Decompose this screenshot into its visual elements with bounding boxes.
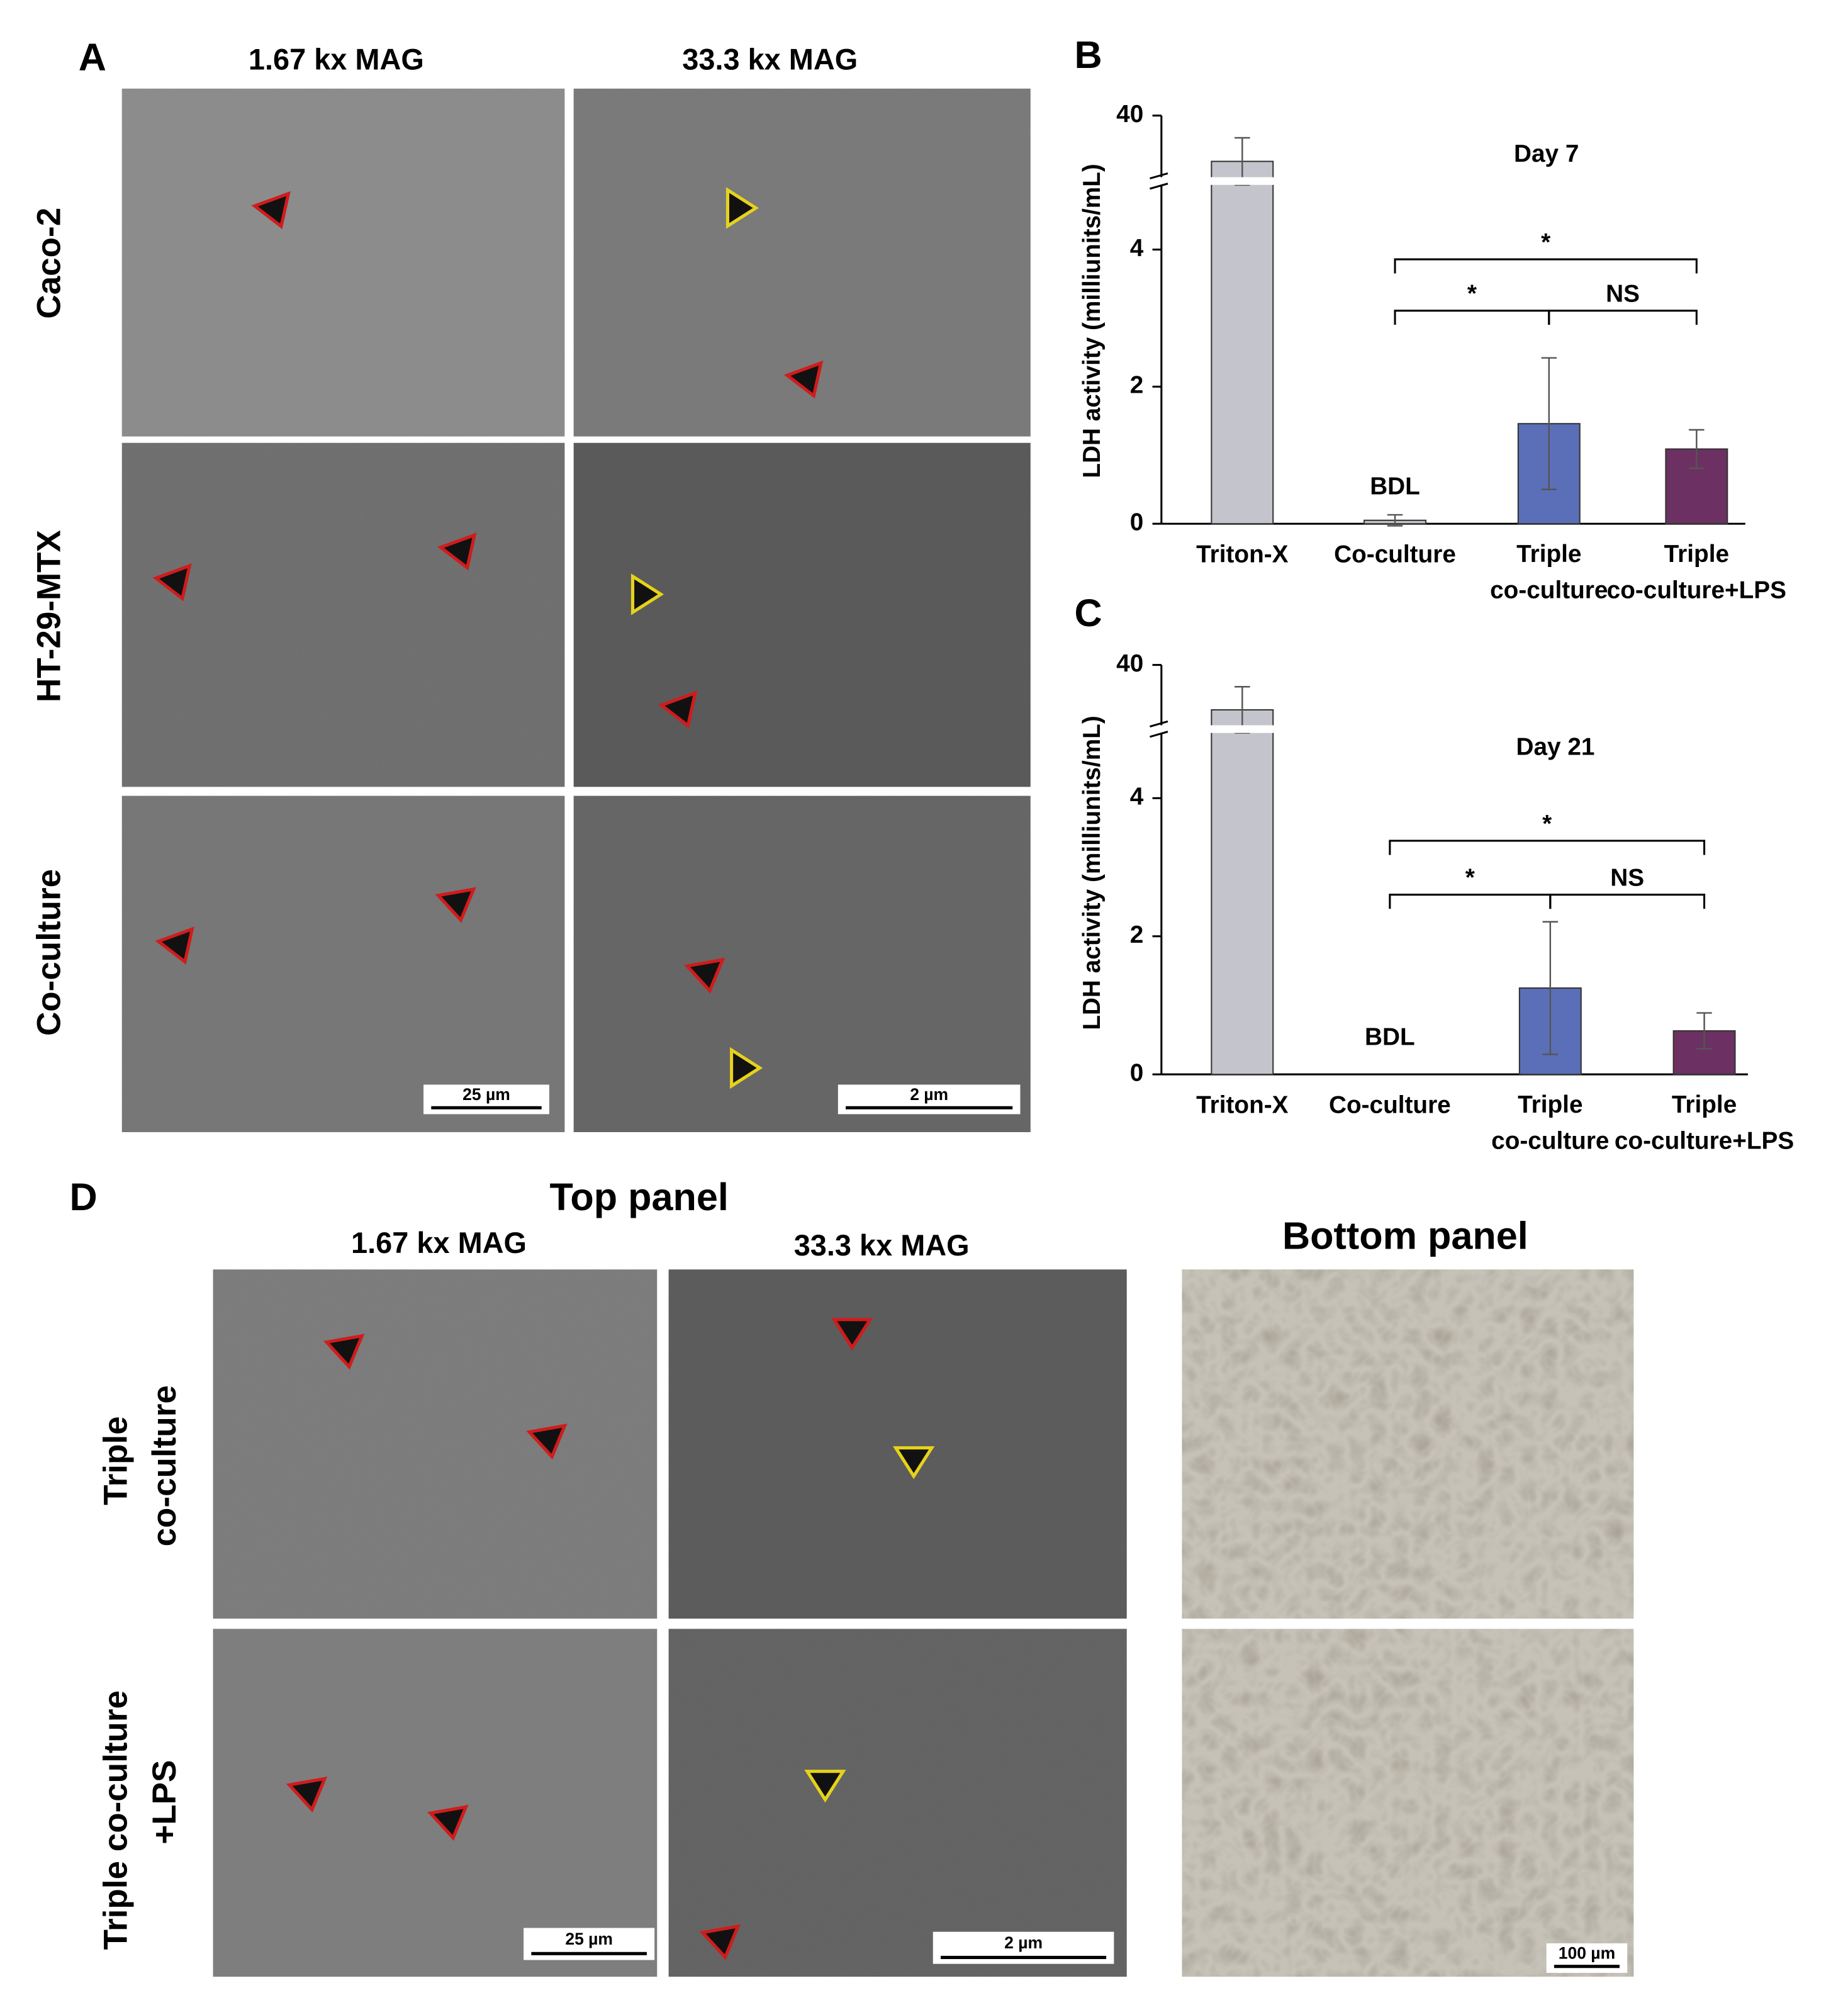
arrowhead bbox=[658, 690, 698, 729]
y-axis-label: LDH activity (milliunits/mL) bbox=[1078, 164, 1106, 478]
significance-label: NS bbox=[1606, 280, 1640, 307]
sem-image bbox=[121, 795, 565, 1132]
panel-label: B bbox=[1074, 33, 1102, 76]
arrowhead bbox=[699, 1924, 741, 1960]
arrowhead bbox=[435, 887, 476, 923]
scale-bar-label: 25 µm bbox=[565, 1929, 613, 1948]
sem-image bbox=[668, 1629, 1127, 1977]
x-tick-label: Co-culture bbox=[1329, 1091, 1451, 1118]
axis-break bbox=[1150, 183, 1168, 190]
y-tick-label: 40 bbox=[1116, 101, 1143, 128]
significance-bracket bbox=[1549, 894, 1706, 909]
y-tick-label: 40 bbox=[1116, 650, 1143, 677]
micrographs: 25 µm 2 µm 25 µm 2 µm 100 µm bbox=[121, 88, 1634, 1977]
arrowhead bbox=[783, 360, 824, 399]
significance-label: * bbox=[1465, 864, 1476, 891]
arrowhead bbox=[155, 926, 194, 965]
column-heading: 1.67 kx MAG bbox=[351, 1227, 527, 1259]
axis-break-gap bbox=[1148, 725, 1276, 733]
sem-image bbox=[573, 442, 1031, 787]
row-label: Triple co-culture bbox=[98, 1690, 135, 1950]
axis-break bbox=[1150, 720, 1168, 727]
light-micrograph bbox=[1182, 1269, 1634, 1619]
row-label: Caco-2 bbox=[31, 208, 68, 319]
arrowhead bbox=[725, 187, 759, 229]
arrowhead bbox=[684, 957, 725, 994]
row-label: co-culture bbox=[146, 1385, 183, 1546]
scale-bar-label: 2 µm bbox=[1004, 1933, 1043, 1952]
column-heading: 33.3 kx MAG bbox=[682, 43, 858, 76]
arrowhead bbox=[286, 1777, 328, 1813]
significance-label: * bbox=[1542, 811, 1552, 838]
column-heading: 33.3 kx MAG bbox=[794, 1229, 970, 1262]
bar bbox=[1211, 160, 1274, 525]
row-label: HT-29-MTX bbox=[31, 530, 68, 702]
panel-label: C bbox=[1074, 592, 1102, 634]
x-tick-label: Triton-X bbox=[1196, 1091, 1289, 1118]
scale-bar-label: 100 µm bbox=[1559, 1943, 1615, 1962]
sem-image bbox=[213, 1629, 658, 1977]
axis-break bbox=[1150, 731, 1168, 738]
arrowhead bbox=[323, 1334, 365, 1370]
sem-image bbox=[573, 795, 1031, 1132]
axis-break-gap bbox=[1148, 177, 1276, 185]
arrowhead bbox=[427, 1804, 469, 1841]
chart-title: Day 7 bbox=[1514, 140, 1579, 167]
significance-label: * bbox=[1467, 280, 1477, 307]
significance-bracket bbox=[1389, 894, 1552, 909]
annotation: BDL bbox=[1370, 473, 1420, 500]
y-axis-label: LDH activity (milliunits/mL) bbox=[1078, 716, 1106, 1030]
arrowhead bbox=[831, 1318, 873, 1351]
y-tick-label: 0 bbox=[1130, 508, 1144, 536]
light-micrograph bbox=[1182, 1629, 1634, 1977]
significance-bracket bbox=[1389, 840, 1706, 855]
row-label: Co-culture bbox=[31, 869, 68, 1036]
sem-image bbox=[668, 1269, 1127, 1619]
arrowhead bbox=[730, 1047, 763, 1089]
column-heading: 1.67 kx MAG bbox=[249, 43, 424, 76]
annotation: BDL bbox=[1365, 1023, 1415, 1050]
significance-label: NS bbox=[1610, 864, 1644, 891]
chart-title: Day 21 bbox=[1516, 733, 1594, 760]
y-tick-label: 0 bbox=[1130, 1059, 1144, 1086]
arrowhead bbox=[526, 1424, 568, 1460]
x-tick-label: Triton-X bbox=[1196, 541, 1289, 568]
arrowhead bbox=[630, 573, 664, 615]
bottom-title: Bottom panel bbox=[1282, 1214, 1528, 1257]
scale-bar-label: 25 µm bbox=[462, 1085, 510, 1104]
x-tick-label: Triple co-culture bbox=[1491, 1091, 1609, 1154]
y-tick-label: 2 bbox=[1130, 372, 1144, 399]
arrowhead bbox=[892, 1446, 935, 1480]
y-tick-label: 2 bbox=[1130, 921, 1144, 948]
y-tick-label: 4 bbox=[1130, 235, 1144, 262]
significance-bracket bbox=[1548, 310, 1698, 325]
axis-break bbox=[1150, 172, 1168, 180]
row-label: +LPS bbox=[146, 1760, 183, 1845]
sem-image bbox=[213, 1269, 658, 1619]
arrowhead bbox=[251, 191, 291, 230]
sem-image bbox=[121, 442, 565, 787]
x-tick-label: Triple co-culture+LPS bbox=[1615, 1091, 1794, 1154]
scale-bar-label: 2 µm bbox=[910, 1085, 948, 1104]
arrowhead bbox=[804, 1770, 846, 1803]
arrowhead bbox=[152, 563, 192, 602]
y-tick-label: 4 bbox=[1130, 783, 1144, 811]
sem-image bbox=[121, 88, 565, 437]
x-tick-label: Co-culture bbox=[1334, 541, 1456, 568]
significance-bracket bbox=[1394, 310, 1550, 325]
arrowhead bbox=[437, 532, 477, 571]
significance-bracket bbox=[1394, 258, 1698, 274]
significance-label: * bbox=[1541, 229, 1551, 256]
bar bbox=[1211, 709, 1274, 1076]
panel-label: D bbox=[69, 1176, 97, 1218]
top-title: Top panel bbox=[550, 1176, 729, 1218]
row-label: Triple bbox=[98, 1416, 135, 1505]
x-tick-label: Triple co-culture+LPS bbox=[1607, 541, 1786, 604]
panel-label: A bbox=[79, 36, 106, 79]
x-tick-label: Triple co-culture bbox=[1490, 541, 1608, 604]
